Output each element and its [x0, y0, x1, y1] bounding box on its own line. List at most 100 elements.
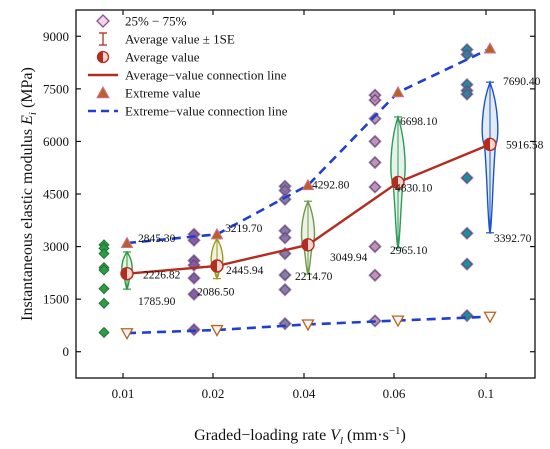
raw-data-point: [98, 283, 110, 295]
iqr-marker: [278, 224, 292, 238]
extreme-max-marker: [483, 42, 497, 54]
data-label: 4830.10: [395, 182, 433, 194]
average-marker-half: [211, 259, 217, 272]
legend-item: Average value ± 1SE: [99, 32, 235, 47]
x-axis-symbol: V: [330, 427, 342, 444]
raw-data-point: [369, 181, 381, 193]
y-axis-label-text: Instantaneous elastic modulus: [19, 129, 36, 321]
iqr-marker: [460, 77, 474, 92]
iqr-marker: [368, 111, 382, 126]
iqr-marker: [187, 271, 201, 285]
iqr-marker: [460, 87, 474, 101]
raw-data-point: [279, 269, 291, 281]
x-tick-label: 0.02: [202, 386, 225, 401]
data-label: 4292.80: [312, 179, 350, 191]
x-tick-label: 0.01: [112, 386, 135, 401]
raw-data-point: [279, 284, 291, 296]
iqr-marker: [368, 88, 382, 102]
x-axis-unit-close: ): [401, 427, 406, 444]
iqr-marker: [368, 314, 382, 328]
legend-diamond-icon: [96, 14, 110, 28]
raw-data-point: [369, 241, 381, 253]
x-tick-label: 0.04: [293, 386, 316, 401]
y-tick-label: 0: [63, 344, 70, 359]
y-tick-label: 1500: [43, 292, 69, 307]
extreme-min-marker: [210, 324, 224, 337]
extreme-min-marker: [120, 328, 134, 340]
iqr-marker: [187, 258, 201, 272]
raw-data-point: [461, 227, 473, 239]
average-marker-half: [484, 138, 490, 151]
iqr-marker: [460, 42, 474, 57]
y-tick-label: 3000: [43, 239, 69, 254]
legend-item: 25% − 75%: [96, 14, 187, 29]
data-label: 3392.70: [494, 233, 532, 245]
iqr-marker: [460, 47, 474, 62]
data-label: 7690.40: [503, 76, 541, 88]
data-label: 2086.50: [197, 287, 235, 299]
x-tick-label: 0.06: [383, 386, 406, 401]
legend-average-half: [97, 51, 103, 63]
data-label: 5916.58: [506, 139, 544, 151]
iqr-marker: [368, 268, 382, 283]
y-tick-label: 9000: [43, 29, 69, 44]
y-axis-subscript: i: [27, 112, 39, 115]
x-axis-subscript: l: [340, 435, 343, 447]
extreme-min-marker: [483, 311, 497, 324]
iqr-marker: [278, 179, 292, 194]
data-label: 2845.30: [138, 233, 176, 245]
extreme-max-marker: [301, 178, 315, 191]
iqr-marker: [368, 180, 382, 194]
data-label: 3219.70: [225, 223, 263, 235]
iqr-marker: [368, 239, 382, 254]
iqr-marker: [460, 308, 474, 323]
iqr-marker: [460, 83, 474, 98]
iqr-marker: [460, 171, 474, 185]
data-label: 2445.94: [226, 265, 264, 277]
average-marker-half: [302, 238, 308, 251]
raw-data-point: [461, 172, 473, 184]
x-axis-unit-exponent: −1: [389, 425, 401, 437]
legend-label: Average value ± 1SE: [125, 32, 235, 47]
y-axis-unit: (MPa): [19, 67, 36, 112]
raw-data-point: [279, 232, 291, 244]
raw-data-point: [369, 113, 381, 125]
average-marker-half: [121, 267, 127, 280]
legend-item: Extreme−value connection line: [88, 104, 288, 119]
iqr-marker: [187, 227, 201, 242]
extreme-max-marker: [210, 227, 224, 240]
legend-label: Average value: [125, 50, 200, 65]
iqr-marker: [278, 192, 292, 207]
x-axis: 0.01 0.02 0.04 0.06 0.1: [112, 10, 494, 401]
extreme-min-marker: [301, 319, 315, 332]
extreme-max-marker: [120, 236, 134, 248]
data-label: 2214.70: [295, 271, 333, 283]
raw-data-point: [188, 272, 200, 284]
raw-data-point: [369, 135, 381, 147]
iqr-marker: [368, 155, 382, 170]
raw-data-point: [98, 297, 110, 309]
raw-data-point: [98, 264, 110, 276]
data-label: 2965.10: [390, 245, 428, 257]
x-axis-label-text: Graded−loading rate: [194, 427, 326, 444]
y-axis-title: Instantaneous elastic modulus Ei (MPa): [19, 67, 39, 321]
raw-data-point: [461, 310, 473, 322]
extreme-max-marker: [391, 85, 405, 98]
legend-label: Average−value connection line: [125, 68, 287, 83]
legend: 25% − 75% Average value ± 1SE Average valu…: [88, 14, 288, 119]
raw-data-point: [461, 88, 473, 100]
raw-data-point: [461, 258, 473, 270]
data-label: 1785.90: [138, 296, 176, 308]
raw-data-point: [369, 156, 381, 169]
raw-data-point: [98, 248, 110, 260]
raw-data-point: [188, 288, 200, 300]
iqr-marker: [278, 316, 292, 331]
legend-item: Average−value connection line: [88, 68, 287, 83]
iqr-marker: [368, 93, 382, 107]
legend-label: 25% − 75%: [125, 14, 187, 29]
y-tick-label: 6000: [43, 134, 69, 149]
x-tick-label: 0.1: [478, 386, 494, 401]
iqr-marker: [187, 253, 201, 268]
extreme-upper-line: [126, 47, 491, 245]
